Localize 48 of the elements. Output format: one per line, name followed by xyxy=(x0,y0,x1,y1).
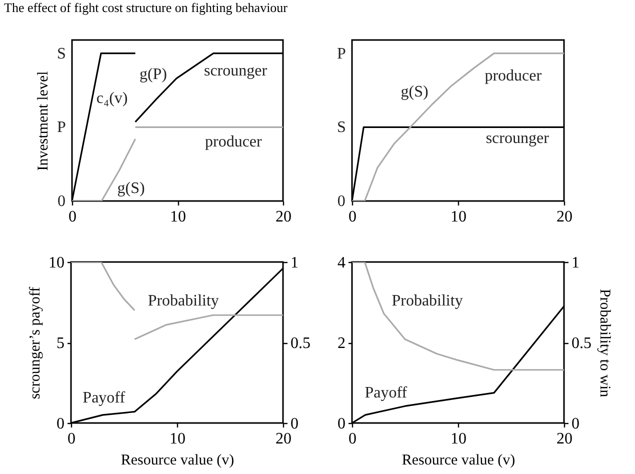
x-tick-label: 10 xyxy=(450,208,466,226)
text: P xyxy=(336,45,346,62)
y-tick-label: 0 xyxy=(338,416,346,432)
text: S xyxy=(336,119,346,136)
y2-axis-title: Probability to win xyxy=(596,288,612,398)
x-tick-label: 10 xyxy=(170,208,186,226)
annotation: scrounger xyxy=(486,130,550,148)
annotation: producer xyxy=(204,133,263,150)
text: S xyxy=(56,45,66,62)
x-axis-title: Resource value (v) xyxy=(120,452,234,468)
annotation: g(P) xyxy=(139,66,168,83)
y-axis-title: scrounger’s payoff xyxy=(28,286,44,400)
x-tick-label: 0 xyxy=(348,430,356,448)
annotation: producer xyxy=(484,67,542,84)
x-tick-label: 20 xyxy=(276,430,292,448)
line-series xyxy=(71,262,136,312)
y2-tick-label: 0.5 xyxy=(290,335,310,352)
x-tick-label: 0 xyxy=(348,208,356,226)
annotation: g(S) xyxy=(117,180,145,198)
line-series xyxy=(352,262,564,371)
y2-tick-label: 1 xyxy=(290,254,298,272)
x-tick-label: 10 xyxy=(450,430,466,448)
annotation: c₄(v) xyxy=(96,90,128,107)
x-tick-label: 10 xyxy=(170,430,186,448)
x-axis-title: Resource value (v) xyxy=(402,452,516,468)
x-tick-label: 0 xyxy=(68,430,76,448)
y-tick-label: 0 xyxy=(56,416,64,432)
annotation: Probability xyxy=(148,292,219,310)
x-tick-label: 20 xyxy=(556,430,572,448)
y-tick-label: 10 xyxy=(48,254,64,272)
annotation: Payoff xyxy=(82,390,126,407)
y-axis-title: Investment level xyxy=(36,71,52,171)
y2-tick-label: 0 xyxy=(290,416,298,432)
y-tick-label: 4 xyxy=(338,254,346,272)
annotation: Probability xyxy=(392,292,463,310)
y2-tick-label: 1 xyxy=(572,254,580,272)
annotation: scrounger xyxy=(204,62,268,80)
y-tick-label: 2 xyxy=(338,335,346,352)
x-tick-label: 0 xyxy=(68,208,76,226)
x-tick-label: 20 xyxy=(556,208,572,226)
chart-title: The effect of fight cost structure on fighting behaviour xyxy=(4,0,288,16)
annotation: g(S) xyxy=(400,84,428,101)
annotation: Payoff xyxy=(364,384,408,402)
y-tick-label: 5 xyxy=(56,335,64,352)
y2-tick-label: 0.5 xyxy=(572,335,592,352)
x-tick-label: 20 xyxy=(276,208,292,226)
y2-tick-label: 0 xyxy=(572,416,580,432)
text: P xyxy=(56,119,66,136)
